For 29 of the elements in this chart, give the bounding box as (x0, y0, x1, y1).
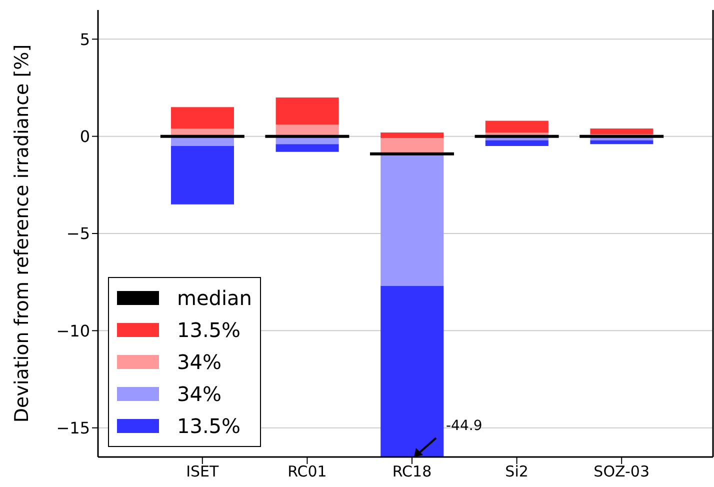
bar (171, 146, 234, 204)
bar (380, 132, 444, 138)
bar (485, 140, 548, 146)
x-tick-label: SOZ-03 (594, 462, 650, 481)
x-tick-label: ISET (186, 462, 220, 481)
bar (590, 128, 654, 134)
x-tick-label: RC01 (288, 462, 327, 481)
legend-label: 34% (177, 350, 222, 374)
y-tick-label: −15 (56, 418, 90, 438)
bar (171, 107, 234, 129)
legend-label: median (177, 286, 252, 310)
bar (380, 286, 444, 457)
bar (276, 97, 339, 125)
bar (590, 140, 654, 144)
legend-label: 13.5% (177, 318, 241, 342)
x-tick-label: RC18 (392, 462, 432, 481)
x-tick-label: Si2 (505, 462, 528, 481)
y-tick-label: 5 (80, 30, 90, 49)
y-tick-label: −10 (56, 321, 90, 340)
y-axis-title: Deviation from reference irradiance [%] (11, 44, 33, 423)
bar (380, 138, 444, 154)
legend-label: 13.5% (177, 414, 241, 438)
annotation: -44.9 (446, 418, 482, 434)
y-tick-label: 0 (80, 127, 90, 146)
bar (485, 120, 548, 132)
legend-label: 34% (177, 382, 222, 406)
bar (276, 144, 339, 152)
y-tick-label: −5 (66, 224, 90, 244)
bar (380, 154, 444, 286)
